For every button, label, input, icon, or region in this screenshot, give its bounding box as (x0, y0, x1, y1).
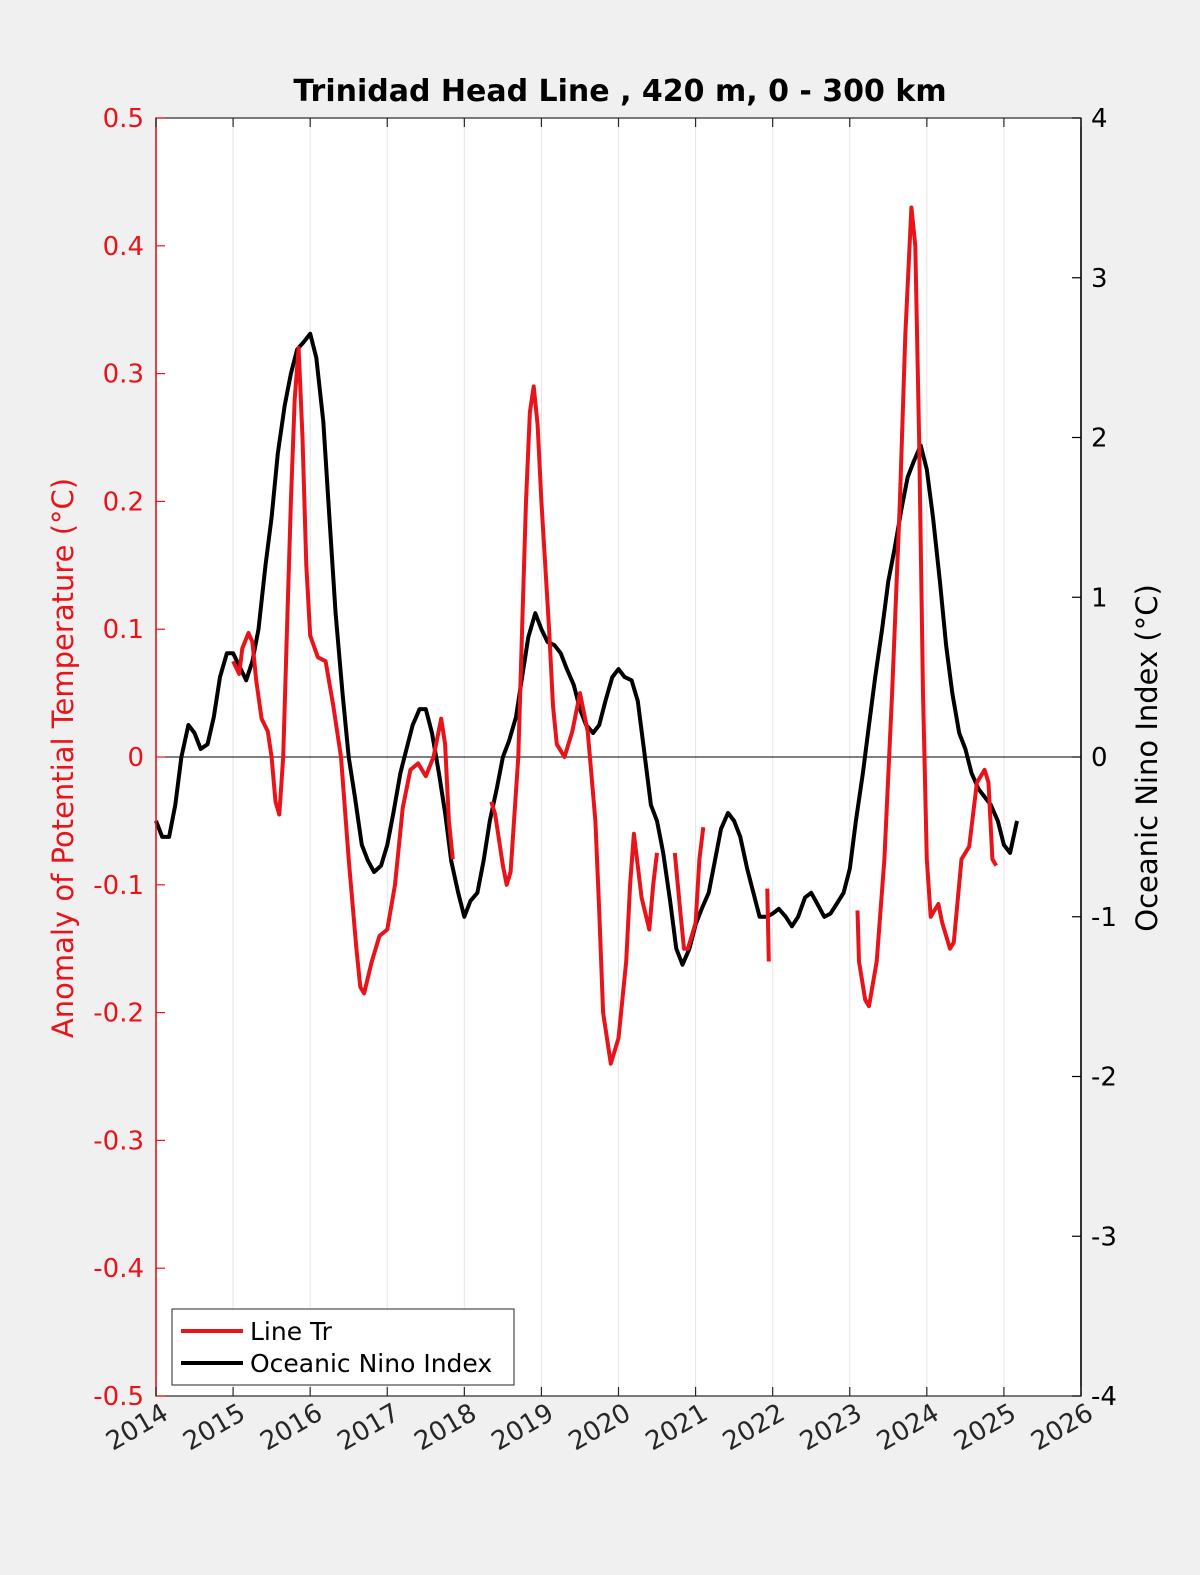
y-tick-label-left: -0.1 (93, 871, 144, 901)
y-tick-label-left: 0.3 (103, 360, 144, 390)
y-axis-label-left: Anomaly of Potential Temperature (°C) (46, 478, 80, 1038)
legend: Line Tr Oceanic Nino Index (171, 1308, 515, 1386)
y-tick-label-right: 0 (1091, 743, 1108, 773)
y-tick-label-left: -0.4 (93, 1254, 144, 1284)
y-tick-label-right: 3 (1091, 264, 1108, 294)
series-line-tr-line (672, 827, 706, 951)
series-line-tr-line (855, 205, 998, 1009)
legend-label-line-tr: Line Tr (250, 1317, 333, 1346)
series-line-tr-line (489, 384, 659, 1066)
y-tick-label-left: -0.3 (93, 1126, 144, 1156)
y-tick-label-right: -3 (1091, 1222, 1117, 1252)
y-tick-label-right: 4 (1091, 104, 1108, 134)
legend-box (171, 1308, 515, 1386)
y-tick-label-left: 0 (127, 743, 144, 773)
y-tick-label-right: -2 (1091, 1063, 1117, 1093)
y-tick-label-right: -4 (1091, 1382, 1117, 1412)
y-tick-label-left: 0.4 (103, 232, 144, 262)
series-line-tr-line (765, 888, 771, 962)
y-tick-label-left: -0.5 (93, 1382, 144, 1412)
series-layer (154, 205, 1019, 1066)
y-tick-label-right: -1 (1091, 903, 1117, 933)
legend-label-oni: Oceanic Nino Index (250, 1349, 492, 1378)
y-axis-label-right: Oceanic Nino Index (°C) (1130, 584, 1164, 932)
chart-title: Trinidad Head Line , 420 m, 0 - 300 km (293, 74, 946, 109)
y-tick-label-right: 2 (1091, 424, 1108, 454)
right-y-axis: 4 3 2 1 0 -1 -2 -3 -4 (1072, 104, 1117, 1412)
left-y-axis: 0.5 0.4 0.3 0.2 0.1 0 -0.1 -0.2 -0.3 -0.4 -0.5 (93, 104, 165, 1412)
y-tick-label-left: 0.1 (103, 615, 144, 645)
y-tick-label-right: 1 (1091, 583, 1108, 613)
y-tick-label-left: 0.2 (103, 487, 144, 517)
y-tick-label-left: 0.5 (103, 104, 144, 134)
series-line-tr-line (231, 346, 455, 996)
y-tick-label-left: -0.2 (93, 999, 144, 1029)
